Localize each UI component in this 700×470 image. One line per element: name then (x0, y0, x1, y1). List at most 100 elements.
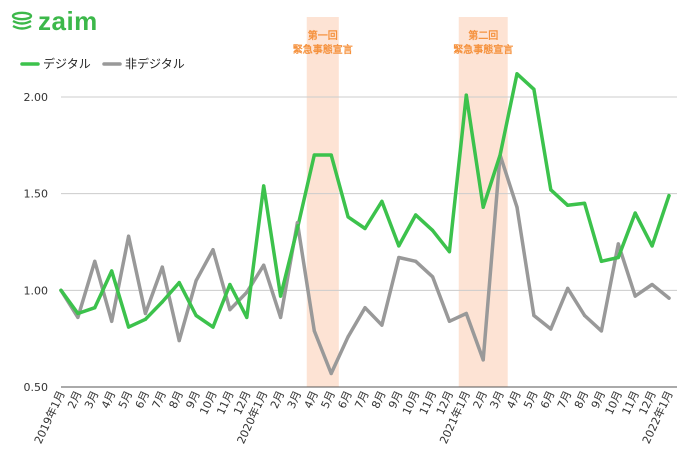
data-point (110, 319, 114, 323)
data-point (397, 255, 401, 260)
data-point (194, 279, 198, 283)
data-point (329, 153, 333, 157)
data-point (295, 226, 300, 231)
x-axis-ticks: 2019年1月2月3月4月5月6月7月8月9月10月11月12月2020年1月2… (31, 388, 676, 446)
series-points (59, 72, 671, 376)
data-point (582, 313, 587, 318)
y-tick-label: 1.50 (24, 188, 49, 201)
x-tick-label: 8月 (167, 389, 186, 411)
coin-stack-icon (11, 11, 33, 30)
series-line-デジタル (59, 72, 671, 329)
data-point (549, 188, 553, 192)
x-tick-label: 2月 (268, 389, 287, 411)
data-point (414, 213, 418, 217)
series-lines (59, 72, 671, 376)
data-point (515, 72, 519, 76)
data-point (616, 255, 620, 260)
data-point (481, 205, 485, 209)
emergency-label-line1: 第一回 (308, 29, 338, 42)
data-point (397, 244, 401, 248)
legend-label: デジタル (43, 56, 91, 71)
data-point (633, 211, 637, 215)
data-point (616, 242, 620, 246)
emergency-band-1 (306, 17, 339, 387)
data-point (245, 315, 249, 319)
y-axis-ticks: 0.50 1.00 1.50 2.00 (24, 91, 49, 394)
data-point (76, 315, 80, 319)
data-point (430, 275, 435, 279)
data-point (93, 259, 97, 263)
data-point (464, 311, 468, 316)
x-tick-label: 4月 (99, 389, 118, 411)
x-tick-label: 5月 (116, 389, 135, 411)
data-point (177, 339, 181, 343)
data-point (262, 184, 266, 188)
y-tick-label: 2.00 (24, 91, 49, 104)
x-tick-label: 3月 (285, 389, 304, 411)
data-point (566, 286, 570, 290)
data-point (447, 250, 452, 254)
x-tick-label: 2019年1月 (31, 388, 68, 446)
x-tick-label: 7月 (150, 389, 169, 411)
grid-lines (61, 96, 677, 388)
data-point (447, 319, 452, 323)
data-point (464, 93, 468, 97)
x-tick-label: 6月 (335, 389, 354, 411)
legend-label: 非デジタル (125, 56, 185, 71)
data-point (211, 248, 215, 252)
data-point (498, 153, 502, 157)
emergency-label-line1: 第二回 (468, 29, 498, 42)
y-tick-label: 0.50 (24, 381, 49, 394)
x-tick-label: 7月 (555, 389, 574, 411)
data-point (194, 313, 198, 318)
y-tick-label: 1.00 (24, 284, 49, 297)
data-point (110, 269, 114, 273)
data-point (312, 153, 316, 157)
data-point (160, 265, 164, 269)
data-point (667, 296, 671, 300)
data-point (329, 371, 333, 376)
data-point (363, 306, 367, 310)
legend: デジタル 非デジタル (20, 56, 185, 71)
logo-text: zaim (38, 6, 98, 36)
data-point (228, 308, 232, 312)
data-point (278, 294, 283, 298)
data-point (126, 325, 131, 329)
emergency-label-line2: 緊急事態宣言 (453, 43, 513, 56)
x-tick-label: 5月 (521, 389, 540, 411)
data-point (59, 288, 63, 292)
data-point (346, 215, 350, 219)
x-tick-label: 2月 (65, 389, 84, 411)
emergency-label-line2: 緊急事態宣言 (293, 43, 353, 56)
x-tick-label: 3月 (487, 389, 506, 411)
data-point (667, 194, 671, 198)
data-point (515, 205, 519, 209)
data-point (633, 294, 637, 298)
data-point (245, 290, 249, 294)
x-tick-label: 5月 (319, 389, 338, 411)
x-tick-label: 7月 (352, 389, 371, 411)
data-point (650, 244, 654, 248)
data-point (380, 199, 384, 203)
x-tick-label: 2月 (471, 389, 490, 411)
x-tick-label: 3月 (82, 389, 101, 411)
x-tick-label: 6月 (538, 389, 557, 411)
data-point (599, 329, 604, 333)
data-point (481, 358, 485, 362)
data-point (599, 259, 604, 263)
data-point (278, 315, 283, 319)
data-point (380, 323, 384, 327)
data-point (566, 203, 570, 207)
data-point (346, 335, 350, 339)
x-tick-label: 8月 (369, 389, 388, 411)
data-point (650, 282, 654, 287)
data-point (582, 201, 587, 205)
data-point (295, 221, 300, 225)
data-point (363, 226, 367, 231)
data-point (211, 325, 215, 329)
x-tick-label: 6月 (133, 389, 152, 411)
data-point (76, 311, 80, 316)
data-point (228, 282, 232, 287)
